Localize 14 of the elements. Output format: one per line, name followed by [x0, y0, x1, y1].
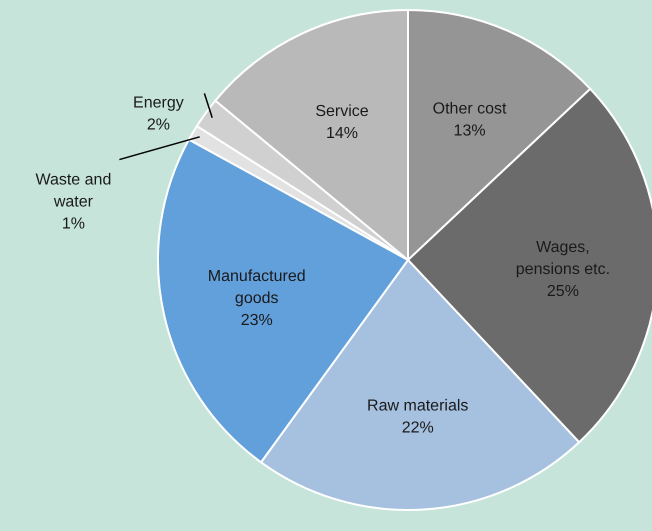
slice-label: Wages, pensions etc. [516, 238, 610, 278]
slice-label: Energy [133, 94, 184, 112]
data-label: 1% [62, 216, 85, 233]
slice-label: Other cost [432, 100, 508, 118]
slice-label: Manufactured goods [208, 268, 306, 307]
slice-label: Raw materials [367, 398, 468, 415]
data-label: 2% [146, 116, 170, 134]
data-label: 22% [402, 420, 434, 437]
slice-label: Service [315, 102, 369, 120]
data-label: 25% [546, 282, 579, 300]
data-label: 14% [326, 124, 358, 142]
data-label: 23% [240, 312, 273, 329]
data-label: 13% [454, 122, 486, 140]
slice-label: Waste and water [35, 172, 112, 211]
